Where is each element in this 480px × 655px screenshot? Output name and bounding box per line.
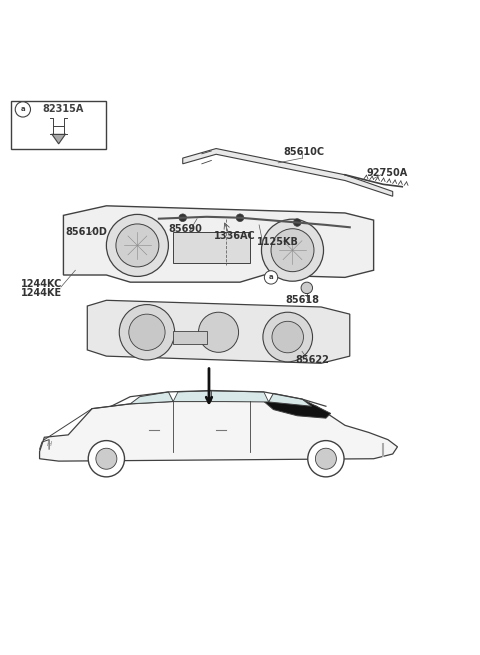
Polygon shape <box>264 399 331 418</box>
Circle shape <box>96 448 117 469</box>
Bar <box>173 232 250 263</box>
Circle shape <box>315 448 336 469</box>
Polygon shape <box>39 402 397 461</box>
Text: 1125KB: 1125KB <box>257 236 299 246</box>
Circle shape <box>199 312 239 352</box>
Circle shape <box>293 219 301 227</box>
Circle shape <box>88 441 124 477</box>
Polygon shape <box>269 394 312 406</box>
Bar <box>11 101 107 149</box>
Circle shape <box>262 219 324 281</box>
Circle shape <box>179 214 187 221</box>
Polygon shape <box>130 392 173 404</box>
Circle shape <box>263 312 312 362</box>
Bar <box>173 331 206 345</box>
Polygon shape <box>211 391 269 402</box>
Text: 85610D: 85610D <box>66 227 108 237</box>
Circle shape <box>119 305 175 360</box>
Text: 85610C: 85610C <box>283 147 324 157</box>
Circle shape <box>15 102 31 117</box>
Polygon shape <box>63 206 373 282</box>
Circle shape <box>308 441 344 477</box>
Text: 85618: 85618 <box>285 295 319 305</box>
Circle shape <box>116 224 159 267</box>
Circle shape <box>264 271 278 284</box>
Circle shape <box>301 282 312 293</box>
Text: 1336AC: 1336AC <box>214 231 255 241</box>
Circle shape <box>129 314 165 350</box>
Text: 1244KC: 1244KC <box>21 278 62 289</box>
Circle shape <box>271 229 314 272</box>
Circle shape <box>107 214 168 276</box>
Text: a: a <box>269 274 273 280</box>
Circle shape <box>272 322 303 353</box>
Polygon shape <box>183 149 393 196</box>
Text: a: a <box>21 106 25 113</box>
Polygon shape <box>87 300 350 364</box>
Circle shape <box>236 214 244 221</box>
Text: 92750A: 92750A <box>366 168 408 178</box>
Text: H: H <box>47 441 52 447</box>
Polygon shape <box>52 134 65 143</box>
Polygon shape <box>173 391 211 402</box>
Text: 82315A: 82315A <box>42 104 84 115</box>
Text: 85690: 85690 <box>168 224 202 234</box>
Text: 1244KE: 1244KE <box>21 288 61 298</box>
Text: 85622: 85622 <box>295 355 329 365</box>
